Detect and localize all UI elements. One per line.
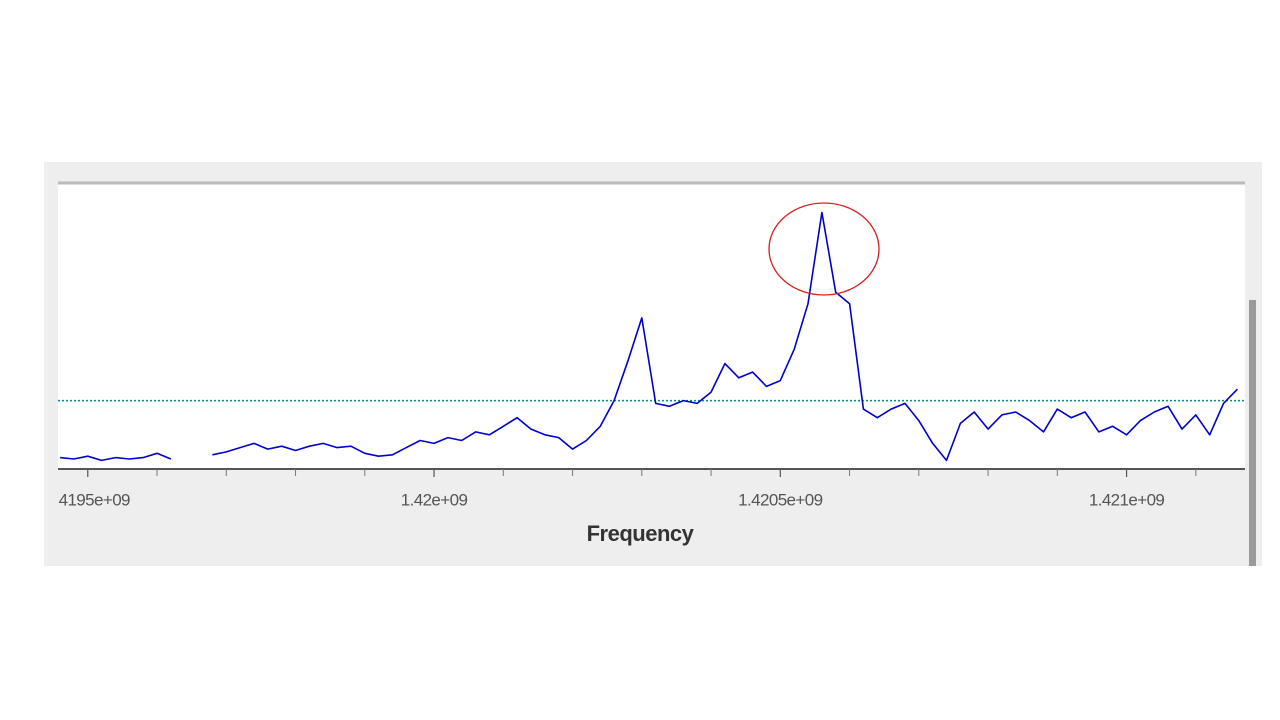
spectrum-line [60,211,1238,462]
plot-area [58,184,1245,469]
x-tick-label: 1.4195e+09 [46,490,130,509]
x-tick-label: 1.4205e+09 [738,490,822,509]
tick-labels: 1.4195e+09 1.42e+09 1.4205e+09 1.421e+09 [46,490,1165,509]
highlight-ellipse [768,202,880,296]
plot [58,211,1245,462]
x-tick-label: 1.421e+09 [1089,490,1165,509]
scrollbar[interactable] [1249,300,1256,566]
x-axis-title: Frequency [587,521,695,546]
x-tick-label: 1.42e+09 [401,490,468,509]
